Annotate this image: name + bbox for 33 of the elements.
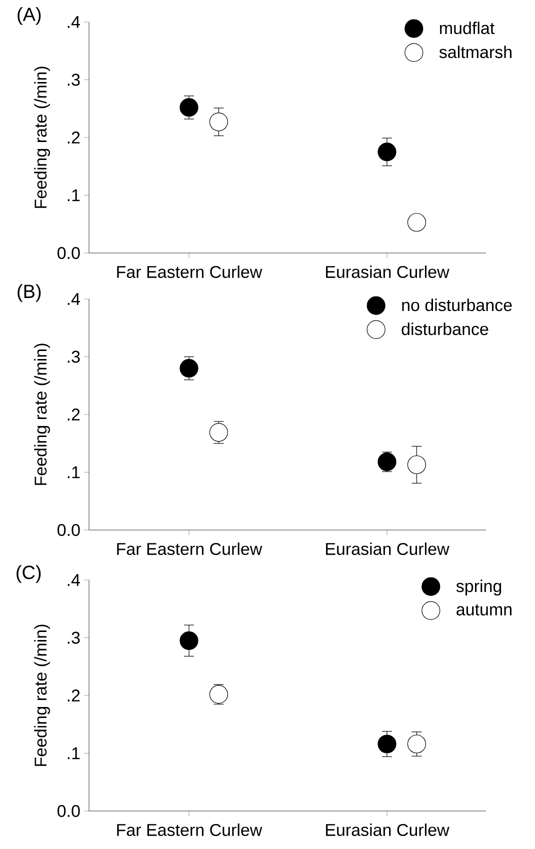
x-tick-label: Eurasian Curlew [326,824,450,836]
y-tick-label: .2 [68,690,80,702]
chart-title: (B) [18,284,41,302]
x-tick-label: Far Eastern Curlew [117,824,262,836]
y-tick-label: .1 [68,189,80,202]
legend-label: spring [456,580,502,596]
y-tick-label: 0.0 [58,246,80,260]
y-tick-label: 0.0 [58,524,80,536]
legend-label: mudflat [440,22,495,34]
y-tick-label: .3 [68,74,80,86]
x-tick-label: Eurasian Curlew [326,542,450,556]
chart-title: (C) [16,565,41,583]
y-tick-label: .2 [68,408,80,420]
x-tick-label: Far Eastern Curlew [117,266,262,278]
legend-label: no disturbance [402,298,512,312]
y-tick-label: .1 [68,747,80,760]
y-tick-label: .4 [68,574,80,586]
y-axis-title: Feeding rate (/min) [34,66,50,208]
legend-label: autumn [456,604,512,616]
x-tick-label: Eurasian Curlew [326,266,450,278]
y-tick-label: .3 [68,350,80,363]
y-tick-label: 0.0 [58,804,80,818]
x-tick-label: Far Eastern Curlew [117,542,262,556]
y-tick-label: .3 [68,632,80,644]
y-axis-title: Feeding rate (/min) [34,344,50,485]
legend-label: saltmarsh [439,46,512,58]
chart-title: (A) [18,7,41,25]
y-tick-label: .1 [68,466,80,478]
y-tick-label: .4 [68,16,80,28]
y-tick-label: .2 [68,132,80,144]
y-tick-label: .4 [68,293,80,305]
y-axis-title: Feeding rate (/min) [34,624,50,766]
legend-label: disturbance [402,322,488,336]
